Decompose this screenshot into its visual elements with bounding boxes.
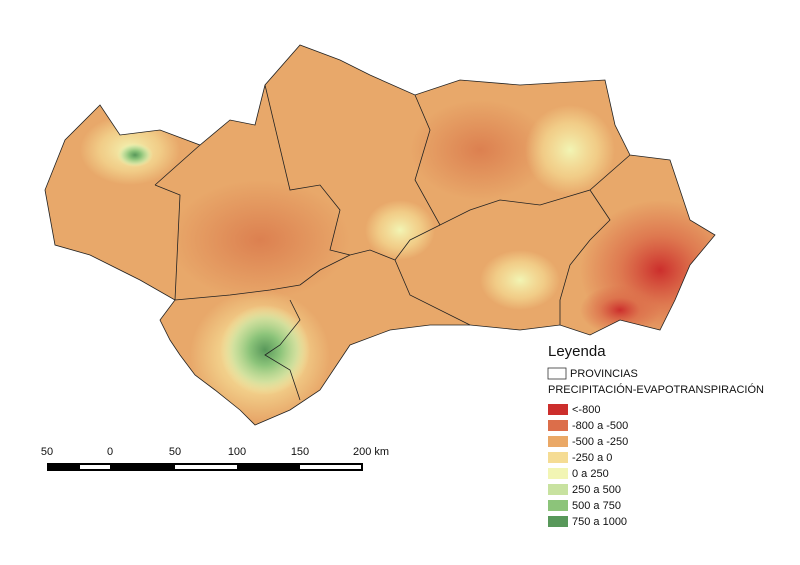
legend-swatch xyxy=(548,404,568,415)
scale-label: 50 xyxy=(41,446,53,458)
legend-swatch xyxy=(548,500,568,511)
legend-subtitle: PRECIPITACIÓN-EVAPOTRANSPIRACIÓN xyxy=(548,383,764,396)
legend-swatch xyxy=(548,484,568,495)
legend-swatch xyxy=(548,420,568,431)
scale-bar xyxy=(47,463,363,471)
legend-swatch xyxy=(548,452,568,463)
legend-label: -250 a 0 xyxy=(572,452,612,464)
scale-bar-segment xyxy=(175,465,237,469)
legend-swatch xyxy=(548,516,568,527)
legend-label: -500 a -250 xyxy=(572,436,628,448)
scale-label: 200 km xyxy=(353,446,389,458)
legend-swatch xyxy=(548,436,568,447)
province-swatch xyxy=(547,367,567,380)
legend-label: 500 a 750 xyxy=(572,500,621,512)
legend-label: -800 a -500 xyxy=(572,420,628,432)
scale-bar-segment xyxy=(80,465,110,469)
legend-label: <-800 xyxy=(572,404,600,416)
scale-label: 0 xyxy=(107,446,113,458)
scale-label: 50 xyxy=(169,446,181,458)
legend-title: Leyenda xyxy=(548,343,606,360)
legend-label: 0 a 250 xyxy=(572,468,609,480)
scale-label: 100 xyxy=(228,446,246,458)
scale-bar-segment xyxy=(300,465,361,469)
legend-swatch xyxy=(548,468,568,479)
province-borders xyxy=(154,84,631,401)
legend-label: 250 a 500 xyxy=(572,484,621,496)
scale-label: 150 xyxy=(291,446,309,458)
legend-label: 750 a 1000 xyxy=(572,516,627,528)
legend-provinces: PROVINCIAS xyxy=(570,368,638,380)
